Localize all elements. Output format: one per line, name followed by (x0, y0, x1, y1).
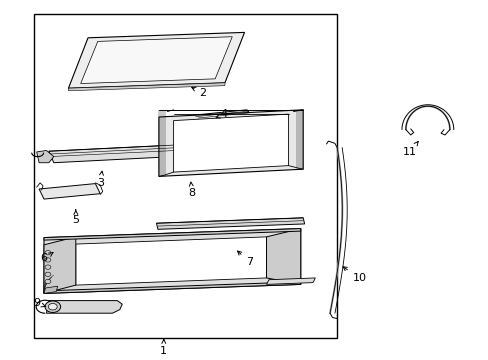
Text: 8: 8 (188, 182, 195, 198)
Polygon shape (37, 150, 54, 163)
Text: 3: 3 (97, 171, 103, 188)
Polygon shape (266, 229, 300, 284)
Polygon shape (68, 83, 224, 91)
Ellipse shape (45, 301, 61, 312)
Polygon shape (159, 110, 303, 176)
Ellipse shape (45, 265, 51, 269)
Polygon shape (266, 278, 315, 284)
Polygon shape (44, 282, 300, 293)
Polygon shape (49, 144, 200, 163)
Polygon shape (156, 218, 304, 229)
Polygon shape (68, 32, 244, 88)
Polygon shape (193, 110, 254, 124)
Bar (34, 14, 337, 338)
Ellipse shape (45, 251, 51, 255)
Polygon shape (44, 229, 300, 293)
Polygon shape (81, 37, 232, 84)
Polygon shape (44, 286, 58, 293)
Text: 7: 7 (237, 251, 252, 267)
Polygon shape (173, 114, 288, 172)
Ellipse shape (45, 279, 51, 284)
Ellipse shape (48, 303, 57, 310)
Polygon shape (44, 237, 76, 293)
Polygon shape (44, 229, 300, 240)
Text: 9: 9 (33, 298, 46, 308)
Ellipse shape (45, 258, 51, 262)
Text: 1: 1 (160, 339, 167, 356)
Polygon shape (46, 301, 122, 313)
Ellipse shape (45, 272, 51, 276)
Polygon shape (39, 184, 100, 199)
Text: 5: 5 (72, 210, 79, 225)
Text: 10: 10 (343, 267, 366, 283)
Text: 4: 4 (216, 109, 227, 120)
Polygon shape (76, 237, 266, 285)
Text: 11: 11 (402, 141, 417, 157)
Text: 2: 2 (191, 87, 206, 98)
Text: 6: 6 (41, 252, 53, 264)
